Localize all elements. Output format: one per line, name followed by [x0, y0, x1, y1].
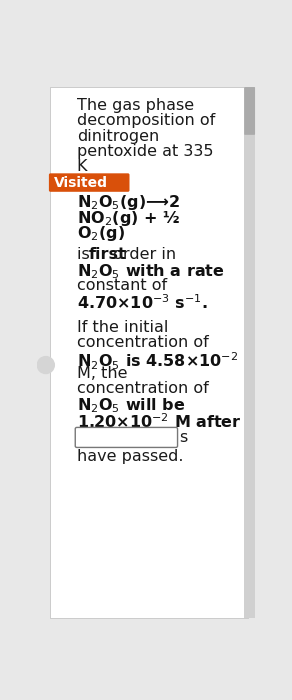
Text: pentoxide at 335: pentoxide at 335: [77, 144, 213, 159]
Text: constant of: constant of: [77, 278, 167, 293]
Text: first: first: [88, 247, 126, 262]
Text: M, the: M, the: [77, 366, 127, 381]
Text: 1.20×10$^{-2}$ M after: 1.20×10$^{-2}$ M after: [77, 412, 241, 430]
Text: concentration of: concentration of: [77, 335, 208, 350]
FancyBboxPatch shape: [244, 87, 255, 618]
Circle shape: [37, 356, 54, 374]
FancyBboxPatch shape: [49, 174, 129, 192]
FancyBboxPatch shape: [75, 428, 178, 447]
Text: 4.70×10$^{-3}$ s$^{-1}$.: 4.70×10$^{-3}$ s$^{-1}$.: [77, 293, 208, 312]
Text: O$_2$(g): O$_2$(g): [77, 224, 125, 243]
Text: decomposition of: decomposition of: [77, 113, 215, 128]
FancyBboxPatch shape: [244, 87, 255, 135]
Text: N$_2$O$_5$ with a rate: N$_2$O$_5$ with a rate: [77, 262, 225, 281]
Text: dinitrogen: dinitrogen: [77, 129, 159, 144]
Text: If the initial: If the initial: [77, 320, 168, 335]
Text: have passed.: have passed.: [77, 449, 183, 464]
Text: K: K: [77, 160, 87, 174]
Text: is: is: [77, 247, 95, 262]
Text: s: s: [179, 430, 187, 445]
Text: N$_2$O$_5$(g)⟶2: N$_2$O$_5$(g)⟶2: [77, 193, 180, 212]
Text: N$_2$O$_5$ is 4.58×10$^{-2}$: N$_2$O$_5$ is 4.58×10$^{-2}$: [77, 351, 238, 372]
Text: Visited: Visited: [53, 176, 107, 190]
Text: NO$_2$(g) + ½: NO$_2$(g) + ½: [77, 209, 180, 228]
Text: order in: order in: [108, 247, 176, 262]
Text: N$_2$O$_5$ will be: N$_2$O$_5$ will be: [77, 397, 185, 415]
Text: The gas phase: The gas phase: [77, 98, 194, 113]
Text: concentration of: concentration of: [77, 382, 208, 396]
FancyBboxPatch shape: [51, 87, 248, 618]
